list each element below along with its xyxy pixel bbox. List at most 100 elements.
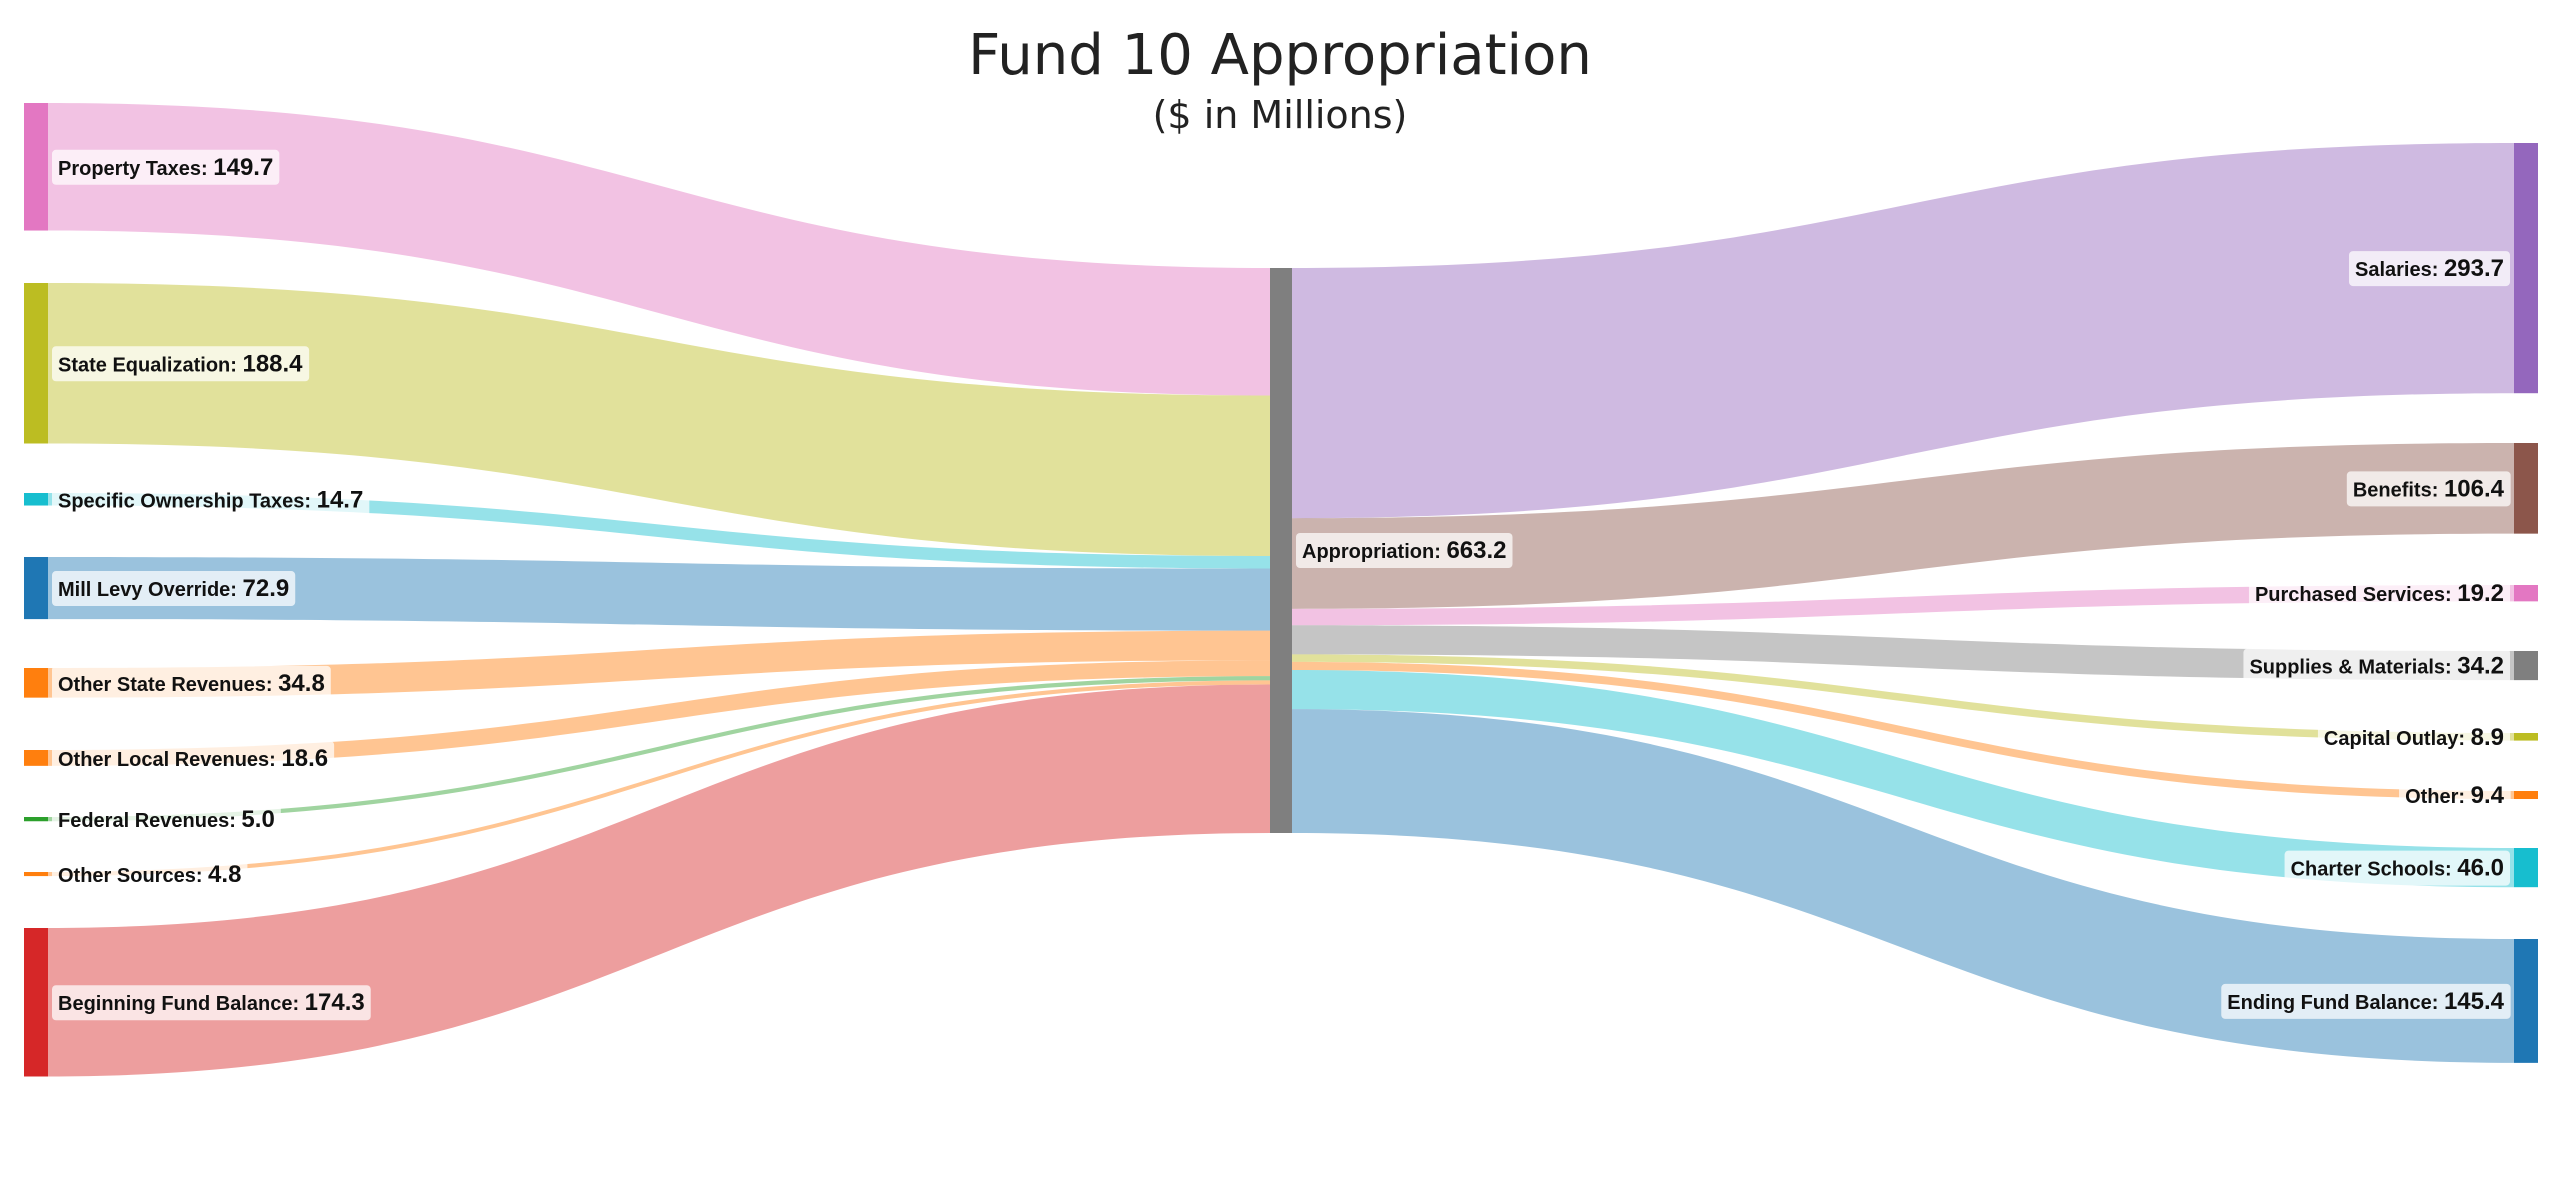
source-property-taxes-node [24, 103, 48, 231]
source-property-taxes-label-value: 149.7 [213, 154, 273, 181]
source-federal-revenues-label-text: Federal Revenues: 5.0 [58, 806, 275, 833]
source-mill-levy-override-label: Mill Levy Override: 72.9 [52, 571, 296, 607]
source-state-equalization-label-value: 188.4 [242, 350, 303, 377]
source-federal-revenues-label-background [52, 802, 281, 838]
source-federal-revenues-label-name: Federal Revenues: [58, 810, 241, 832]
source-other-sources-label-value: 4.8 [208, 861, 241, 888]
source-property-taxes-label-text: Property Taxes: 149.7 [58, 154, 273, 181]
source-other-state-revenues-label-value: 34.8 [278, 670, 325, 697]
source-other-state-revenues-label-text: Other State Revenues: 34.8 [58, 670, 325, 697]
source-other-local-revenues-label-text: Other Local Revenues: 18.6 [58, 745, 328, 772]
target-other-label-value: 9.4 [2471, 782, 2505, 809]
target-ending-fund-balance-label-background [2221, 983, 2511, 1019]
target-purchased-services-link [1292, 585, 2514, 626]
source-property-taxes-link [48, 103, 1270, 396]
source-state-equalization-link [48, 283, 1270, 557]
target-salaries-label-text: Salaries: 293.7 [2355, 255, 2504, 282]
source-federal-revenues-label: Federal Revenues: 5.0 [52, 802, 281, 838]
source-specific-ownership-taxes-label-value: 14.7 [317, 486, 364, 513]
target-charter-schools-label-value: 46.0 [2457, 855, 2504, 882]
target-benefits-node [2514, 443, 2538, 534]
target-supplies-and-materials-label-value: 34.2 [2457, 653, 2504, 680]
source-mill-levy-override-link [48, 557, 1270, 631]
source-beginning-fund-balance-label-name: Beginning Fund Balance: [58, 993, 305, 1015]
source-other-local-revenues-link [48, 660, 1270, 766]
source-mill-levy-override-label-value: 72.9 [243, 575, 290, 602]
target-salaries-label-name: Salaries: [2355, 259, 2444, 281]
source-other-state-revenues-label: Other State Revenues: 34.8 [52, 665, 331, 701]
center-appropriation-label-name: Appropriation: [1302, 541, 1446, 563]
target-salaries-label: Salaries: 293.7 [2348, 251, 2510, 287]
source-other-local-revenues-label-background [52, 740, 335, 776]
target-benefits-label: Benefits: 106.4 [2346, 471, 2511, 507]
target-supplies-and-materials-label-background [2243, 648, 2510, 684]
source-beginning-fund-balance-node [24, 928, 48, 1077]
target-benefits-label-value: 106.4 [2444, 475, 2505, 502]
source-specific-ownership-taxes-label-background [52, 482, 370, 518]
sankey-links [48, 103, 2514, 1077]
target-benefits-link [1292, 443, 2514, 609]
source-mill-levy-override-label-text: Mill Levy Override: 72.9 [58, 575, 289, 602]
source-property-taxes-label: Property Taxes: 149.7 [52, 149, 280, 185]
target-other-node [2514, 791, 2538, 800]
target-other-label-background [2399, 778, 2511, 814]
source-beginning-fund-balance-label-value: 174.3 [305, 989, 365, 1016]
source-other-state-revenues-label-background [52, 665, 331, 701]
target-purchased-services-label: Purchased Services: 19.2 [2248, 576, 2510, 612]
center-node-appropriation [1270, 268, 1292, 833]
source-other-sources-link [48, 680, 1270, 877]
chart-subtitle: ($ in Millions) [1153, 93, 1408, 137]
source-specific-ownership-taxes-label: Specific Ownership Taxes: 14.7 [52, 482, 370, 518]
target-charter-schools-label-background [2284, 850, 2510, 886]
target-other-link [1292, 661, 2514, 800]
target-capital-outlay-link [1292, 654, 2514, 741]
source-other-state-revenues-label-name: Other State Revenues: [58, 674, 278, 696]
source-property-taxes-label-background [52, 149, 280, 185]
source-specific-ownership-taxes-label-text: Specific Ownership Taxes: 14.7 [58, 486, 363, 513]
source-other-local-revenues-label-value: 18.6 [281, 745, 328, 772]
source-property-taxes-label-name: Property Taxes: [58, 158, 213, 180]
target-ending-fund-balance-node [2514, 939, 2538, 1063]
target-capital-outlay-label-text: Capital Outlay: 8.9 [2324, 724, 2504, 751]
source-beginning-fund-balance-label: Beginning Fund Balance: 174.3 [52, 985, 371, 1021]
sankey-nodes [24, 103, 2538, 1077]
target-benefits-label-name: Benefits: [2353, 479, 2444, 501]
target-ending-fund-balance-label-value: 145.4 [2444, 988, 2505, 1015]
target-salaries-label-background [2348, 251, 2510, 287]
target-benefits-label-text: Benefits: 106.4 [2353, 475, 2505, 502]
source-other-sources-label-background [52, 857, 248, 893]
target-ending-fund-balance-link [1292, 709, 2514, 1063]
source-beginning-fund-balance-link [48, 684, 1270, 1077]
source-other-sources-label-name: Other Sources: [58, 865, 208, 887]
target-other-label: Other: 9.4 [2399, 778, 2511, 814]
target-supplies-and-materials-label-text: Supplies & Materials: 34.2 [2249, 653, 2504, 680]
source-other-local-revenues-node [24, 750, 48, 766]
source-state-equalization-label-text: State Equalization: 188.4 [58, 350, 303, 377]
target-purchased-services-label-name: Purchased Services: [2255, 584, 2457, 606]
target-charter-schools-node [2514, 848, 2538, 888]
source-other-sources-node [24, 872, 48, 877]
target-purchased-services-node [2514, 585, 2538, 602]
center-appropriation-label-background [1296, 533, 1513, 568]
target-supplies-and-materials-link [1292, 625, 2514, 681]
target-other-label-text: Other: 9.4 [2405, 782, 2505, 809]
center-appropriation-label: Appropriation: 663.2 [1296, 533, 1513, 568]
target-purchased-services-label-background [2248, 576, 2510, 612]
source-specific-ownership-taxes-label-name: Specific Ownership Taxes: [58, 490, 317, 512]
source-state-equalization-label: State Equalization: 188.4 [52, 346, 310, 382]
target-ending-fund-balance-label-text: Ending Fund Balance: 145.4 [2227, 988, 2504, 1015]
target-ending-fund-balance-label: Ending Fund Balance: 145.4 [2221, 983, 2511, 1019]
target-capital-outlay-label-background [2317, 719, 2510, 755]
target-salaries-node [2514, 143, 2538, 394]
target-supplies-and-materials-node [2514, 651, 2538, 681]
source-federal-revenues-link [48, 676, 1270, 822]
target-charter-schools-label: Charter Schools: 46.0 [2284, 850, 2510, 886]
target-supplies-and-materials-label-name: Supplies & Materials: [2249, 657, 2457, 679]
source-beginning-fund-balance-label-text: Beginning Fund Balance: 174.3 [58, 989, 365, 1016]
target-salaries-link [1292, 143, 2514, 519]
source-mill-levy-override-label-name: Mill Levy Override: [58, 579, 243, 601]
target-capital-outlay-node [2514, 733, 2538, 741]
target-capital-outlay-label-value: 8.9 [2471, 724, 2504, 751]
chart-title: Fund 10 Appropriation [968, 23, 1592, 88]
